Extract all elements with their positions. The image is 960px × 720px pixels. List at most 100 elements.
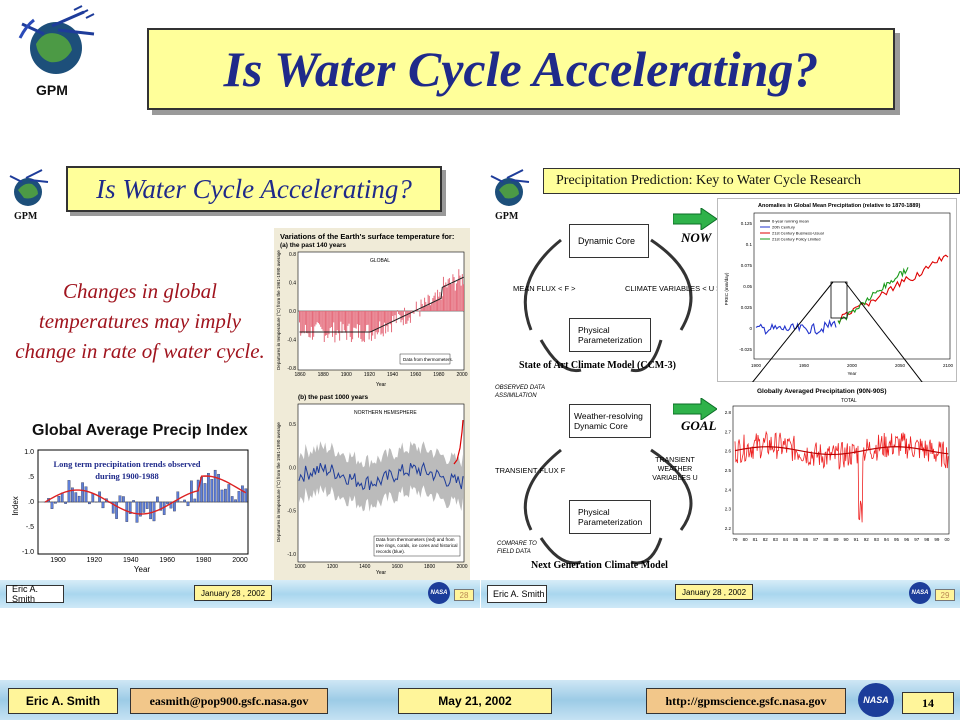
- temp-a-bar: [367, 311, 369, 325]
- precip-bar: [128, 501, 132, 514]
- gap-ytick: 2.6: [725, 449, 732, 454]
- anom-ytick: -0.025: [739, 347, 752, 352]
- precip-bar: [77, 495, 81, 503]
- gap-xtick: 95: [894, 537, 900, 542]
- temp-a-xtick: 1920: [364, 372, 375, 378]
- precip-bar: [203, 483, 207, 503]
- precip-ylabel: Index: [11, 496, 20, 516]
- footer-email[interactable]: easmith@pop900.gsfc.nasa.gov: [130, 688, 328, 714]
- temp-a-note: Data from thermometers.: [403, 357, 453, 362]
- precip-bar: [81, 482, 84, 503]
- temp-a-bar: [361, 311, 363, 342]
- footer-url[interactable]: http://gpmscience.gsfc.nasa.gov: [646, 688, 846, 714]
- temp-a-ytick: 0.0: [289, 309, 296, 315]
- temp-a-bar: [320, 311, 322, 327]
- anom-ytick: 0.075: [741, 263, 753, 268]
- gap-xtick: 82: [763, 537, 769, 542]
- temp-b-note: Data from thermometers (red) and from tr…: [376, 537, 458, 554]
- temp-a-ytick: 0.4: [289, 281, 296, 287]
- temp-a-bar: [314, 311, 316, 327]
- right-slide-title: Precipitation Prediction: Key to Water C…: [556, 173, 861, 188]
- left-gpm-logo: GPM: [6, 166, 52, 224]
- nasa-logo-icon: NASA: [858, 683, 894, 717]
- temp-a-bar: [350, 311, 352, 342]
- temp-a-bar: [383, 311, 385, 323]
- precip-xtick: 1980: [196, 557, 212, 564]
- next-gen-caption: Next Generation Climate Model: [531, 560, 668, 571]
- temp-a-bar: [319, 311, 321, 325]
- temp-a-bar: [369, 311, 371, 333]
- precip-bar: [139, 501, 142, 517]
- left-slide-footer: Eric A. Smith January 28 , 2002 NASA 28: [0, 580, 480, 608]
- temp-b-ytick: 0.5: [289, 422, 296, 428]
- temperature-panel: Variations of the Earth's surface temper…: [274, 228, 470, 580]
- temp-a-bar: [459, 275, 461, 311]
- precip-ytick: -1.0: [22, 549, 34, 556]
- anomaly-legend-entry: 6-year running mean: [772, 219, 809, 224]
- precip-bar: [145, 501, 149, 509]
- temp-a-ytick: -0.8: [287, 366, 296, 372]
- precip-bar: [50, 501, 54, 509]
- footer-date: May 21, 2002: [398, 688, 552, 714]
- temp-a-bar: [422, 306, 424, 311]
- temperature-140yr-chart: GLOBAL Data from thermometers. 0.8 0.4 0.0…: [276, 250, 468, 388]
- temp-a-bar: [310, 311, 312, 327]
- temp-a-bar: [308, 311, 310, 337]
- temp-a-xtick: 1940: [387, 372, 398, 378]
- temp-b-xtick: 2000: [456, 564, 467, 570]
- right-slide-title-box: Precipitation Prediction: Key to Water C…: [543, 168, 960, 194]
- gap-xtick: 88: [823, 537, 829, 542]
- transient-vars-label: TRANSIENT WEATHER VARIABLES U: [652, 457, 698, 482]
- precip-bar: [115, 501, 118, 519]
- precip-xlabel: Year: [134, 565, 151, 574]
- temp-a-bar: [309, 311, 311, 338]
- temp-a-bar: [424, 297, 426, 311]
- precip-bar: [169, 501, 173, 509]
- temperature-1000yr-chart: NORTHERN HEMISPHERE Data from thermomete…: [276, 403, 468, 576]
- temp-a-bar: [321, 311, 323, 330]
- anom-xtick: 2050: [895, 363, 906, 368]
- weather-core-box: Weather-resolving Dynamic Core: [569, 404, 651, 438]
- precip-ytick: -.5: [26, 524, 34, 531]
- gap-ytick: 2.3: [725, 507, 732, 512]
- gap-xtick: 87: [813, 537, 819, 542]
- temp-b-xlabel: Year: [376, 570, 386, 576]
- temp-a-region: GLOBAL: [370, 258, 390, 264]
- temp-a-bar: [324, 311, 326, 336]
- temp-a-bar: [427, 294, 429, 311]
- precip-bar: [220, 489, 224, 503]
- precip-bar: [237, 491, 241, 503]
- temp-a-bar: [440, 299, 442, 311]
- left-slide-title: Is Water Cycle Accelerating?: [96, 173, 412, 204]
- temp-a-bar: [302, 311, 304, 333]
- physical-param-box: Physical Parameterization: [569, 318, 651, 352]
- precip-bar: [84, 486, 88, 503]
- temp-a-bar: [315, 311, 317, 325]
- temp-a-bar: [392, 311, 394, 316]
- gap-xtick: 00: [944, 537, 950, 542]
- temp-a-bar: [435, 299, 437, 311]
- temp-a-bar: [363, 311, 365, 343]
- temp-a-bar: [374, 311, 376, 339]
- left-gpm-label: GPM: [14, 211, 38, 222]
- temp-a-bar: [329, 311, 331, 329]
- temp-a-bar: [447, 279, 449, 311]
- temp-b-xtick: 1200: [327, 564, 338, 570]
- temp-a-bar: [394, 311, 396, 316]
- gap-subtitle: TOTAL: [841, 398, 857, 404]
- precip-bar: [118, 495, 122, 503]
- temp-a-bar: [419, 311, 421, 317]
- temp-a-ylabel: Departures in temperature (°C) from the …: [276, 250, 281, 370]
- gpm-logo: GPM: [14, 4, 104, 100]
- temp-a-bar: [370, 311, 372, 341]
- temp-a-bar: [380, 311, 382, 335]
- precip-bar: [186, 501, 190, 507]
- anom-ytick: 0.025: [741, 305, 753, 310]
- precip-bar: [230, 496, 234, 503]
- temp-a-bar: [311, 311, 313, 340]
- dynamic-core-box: Dynamic Core: [569, 224, 649, 258]
- right-footer-page: 29: [935, 589, 955, 601]
- temp-a-bar: [352, 311, 354, 340]
- temp-a-bar: [450, 283, 452, 311]
